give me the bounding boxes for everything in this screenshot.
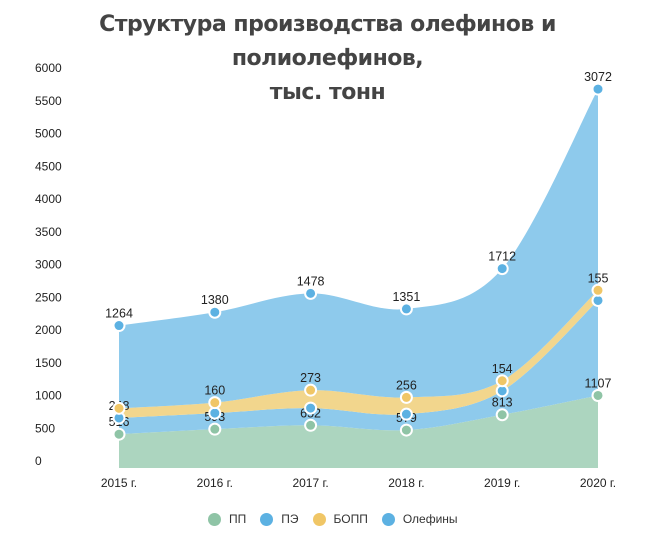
chart-title-line-2: тыс. тонн	[269, 80, 386, 105]
y-tick-label: 4500	[35, 159, 62, 173]
data-point[interactable]	[399, 423, 413, 437]
data-point[interactable]	[208, 422, 222, 436]
data-point[interactable]	[304, 401, 318, 415]
y-tick-label: 0	[35, 454, 42, 468]
data-label: 154	[492, 362, 513, 376]
x-tick-label: 2015 г.	[101, 476, 137, 490]
legend-label-pp: ПП	[229, 512, 247, 526]
data-point[interactable]	[399, 407, 413, 421]
legend: ПП ПЭ БОПП Олефины	[208, 512, 458, 526]
x-tick-label: 2018 г.	[388, 476, 424, 490]
legend-label-bopp: БОПП	[333, 512, 368, 526]
data-label: 273	[300, 371, 321, 385]
y-tick-label: 6000	[35, 61, 62, 75]
y-tick-label: 2000	[35, 323, 62, 337]
area-1	[119, 300, 598, 435]
y-tick-label: 1000	[35, 389, 62, 403]
data-point[interactable]	[112, 319, 126, 333]
data-label: 813	[492, 396, 513, 410]
data-point[interactable]	[208, 396, 222, 410]
legend-label-pe: ПЭ	[281, 512, 299, 526]
data-point[interactable]	[495, 408, 509, 422]
data-point[interactable]	[495, 262, 509, 276]
data-label: 1264	[105, 307, 133, 321]
y-tick-label: 3000	[35, 258, 62, 272]
y-tick-label: 5500	[35, 94, 62, 108]
data-point[interactable]	[591, 283, 605, 297]
data-point[interactable]	[208, 305, 222, 319]
data-point[interactable]	[591, 388, 605, 402]
x-tick-label: 2019 г.	[484, 476, 520, 490]
legend-label-olefins: Олефины	[402, 512, 458, 526]
data-point[interactable]	[208, 406, 222, 420]
y-tick-label: 500	[35, 421, 55, 435]
data-point[interactable]	[399, 302, 413, 316]
data-point[interactable]	[591, 82, 605, 96]
data-point[interactable]	[112, 401, 126, 415]
x-tick-label: 2017 г.	[292, 476, 328, 490]
chart-title-line-1: Структура производства олефинов и полиол…	[99, 12, 556, 71]
y-tick-label: 2500	[35, 290, 62, 304]
legend-marker-bopp	[312, 512, 326, 526]
legend-marker-pp	[208, 512, 221, 526]
data-point[interactable]	[399, 390, 413, 404]
data-point[interactable]	[112, 427, 126, 441]
x-tick-label: 2016 г.	[197, 476, 233, 490]
data-label: 1351	[392, 290, 420, 304]
data-label: 1478	[297, 274, 325, 288]
data-point[interactable]	[304, 418, 318, 432]
y-tick-label: 5000	[35, 127, 62, 141]
area-3	[119, 89, 598, 409]
legend-item-pe[interactable]: ПЭ	[260, 512, 299, 526]
data-label: 256	[396, 378, 417, 392]
data-point[interactable]	[495, 374, 509, 388]
y-tick-label: 1500	[35, 356, 62, 370]
chart-title: Структура производства олефинов и полиол…	[0, 8, 655, 110]
data-label: 155	[588, 271, 609, 285]
area-0	[119, 395, 598, 468]
legend-item-olefins[interactable]: Олефины	[381, 512, 458, 526]
data-label: 160	[204, 384, 225, 398]
legend-item-bopp[interactable]: БОПП	[312, 512, 368, 526]
data-label: 1380	[201, 293, 229, 307]
y-tick-label: 3500	[35, 225, 62, 239]
data-point[interactable]	[304, 286, 318, 300]
data-point[interactable]	[304, 383, 318, 397]
legend-marker-olefins	[381, 512, 395, 526]
legend-marker-pe	[260, 512, 274, 526]
data-label: 1107	[585, 376, 612, 390]
legend-item-pp[interactable]: ПП	[208, 512, 246, 526]
data-label: 1712	[488, 250, 516, 264]
y-tick-label: 4000	[35, 192, 62, 206]
data-label: 3072	[584, 70, 612, 84]
x-tick-label: 2020 г.	[580, 476, 616, 490]
